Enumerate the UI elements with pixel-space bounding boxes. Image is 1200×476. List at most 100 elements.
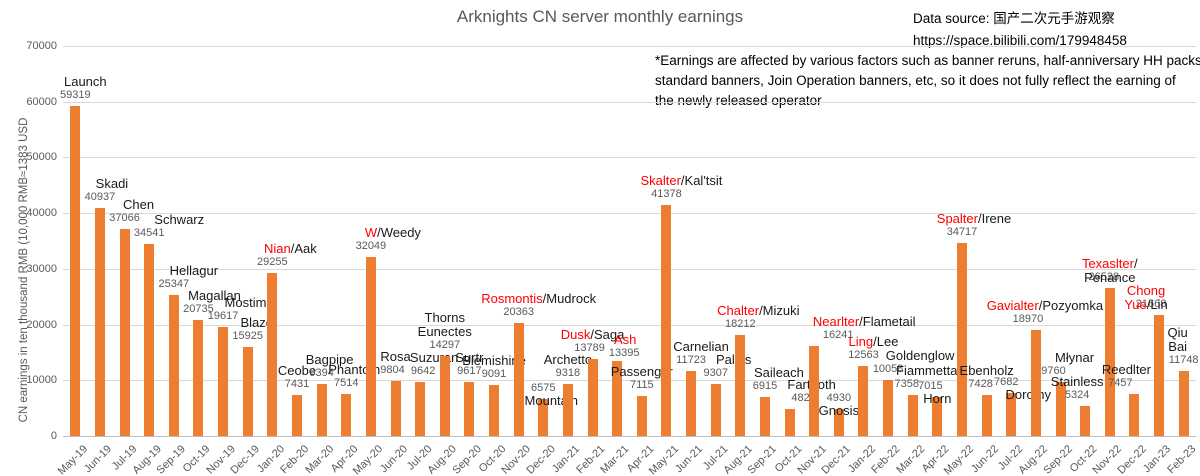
chart-title: Arknights CN server monthly earnings [456,7,744,26]
gridline [63,46,1196,47]
bar-value-label: 7514 [334,377,359,390]
bar-value-label: 9642 [410,365,436,378]
bar-value-label: 12563 [848,349,879,361]
data-source-text: Data source: 国产二次元手游观察 [913,11,1115,26]
bar-nov-20 [513,322,524,436]
bar-name-highlight: W [364,225,378,241]
bar-sep-21 [759,397,770,436]
note-line: the newly released operator [655,93,822,108]
bar-name-label: Schwarz [154,211,205,227]
bar-value-label: 37066 [109,212,140,225]
data-source: Data source: 国产二次元手游观察 https://space.bil… [913,8,1127,52]
bar-name-label: Gavialter/Pozyomka [986,298,1104,314]
bar-jan-22 [858,366,869,436]
bar-value-label: 32049 [355,240,387,253]
bar-value-label: 6575 [531,382,556,395]
bar-value-label: 7358 [894,378,919,390]
bar-name-label: W/Weedy [364,225,421,241]
bar-aug-19 [144,243,155,436]
data-source-url: https://space.bilibili.com/179948458 [913,33,1127,48]
bar-name-highlight: Chalter [717,302,760,318]
bar-value-label: 7115 [629,379,654,392]
bar-name-label: Saileach [754,365,804,381]
bar-dec-21 [833,408,844,436]
bar-value-label: 7457 [1108,377,1133,390]
y-tick-label: 50000 [26,151,57,164]
bar-may-19 [70,105,81,436]
bar-jan-23 [1154,315,1165,436]
note-line: *Earnings are affected by various factor… [655,53,1200,68]
bar-name-label: Skalter/Kal'tsit [640,173,723,189]
bar-value-label: 9307 [703,367,728,380]
bar-name-label: Bagpipe [305,351,354,367]
bar-aug-22 [1030,330,1041,436]
bar-name-highlight: Texaslter [1081,256,1134,272]
bar-value-label: 6915 [752,380,778,393]
bar-mar-20 [316,383,327,436]
bar-value-label: 11723 [676,353,706,366]
bar-value-label: 59319 [60,88,91,101]
bar-jul-19 [119,229,130,436]
bar-name-label: Stainless [1050,374,1104,390]
bar-mar-22 [907,395,918,436]
bar-value-label: 10058 [872,362,904,375]
bar-value-label: 9091 [481,368,507,381]
x-axis-line [63,436,1196,437]
bar-oct-19 [193,320,204,436]
bar-value-label: 9617 [457,365,482,378]
bar-value-label: 25347 [158,277,190,290]
bar-dec-19 [242,347,253,436]
bar-feb-20 [291,394,302,436]
bar-jun-21 [686,370,697,436]
bar-nov-22 [1104,288,1115,436]
bar-name-label: Chalter/Mizuki [717,302,800,318]
gridline [63,213,1196,215]
bar-name-label: Dusk/Saga [560,327,625,343]
bar-name-highlight: Nearlter [812,313,860,329]
bar-name-highlight: Nian [263,241,291,256]
gridline [63,157,1196,159]
bar-value-label: 34541 [133,226,165,239]
bar-name-label: Reedlter [1101,362,1151,378]
y-tick-label: 40000 [26,207,57,220]
bar-oct-22 [1080,406,1091,436]
x-tick-label: Jun-20 [377,443,411,476]
bar-name-label: Skadi [95,175,129,191]
bar-name-label: Nian/Aak [263,241,317,256]
bar-dec-22 [1129,394,1140,436]
bar-name-label: Blaze [240,315,273,331]
bar-value-label: 14297 [429,339,461,352]
bar-value-label: 20735 [183,303,214,316]
bar-value-label: 7431 [284,377,310,390]
bar-name-highlight: Dusk [560,327,591,343]
gridline [63,380,1196,382]
bar-value-label: 9318 [555,367,581,380]
bar-aug-20 [439,356,450,436]
bar-nov-19 [218,326,229,436]
bar-name-label: Ash [614,333,636,347]
bar-jun-19 [94,207,105,436]
bar-apr-22 [932,396,943,436]
bar-value-label: 18212 [725,317,756,330]
gridline [63,101,1196,103]
bar-nov-21 [809,345,820,436]
bar-name-label: Surtr [455,350,484,366]
bar-jan-20 [267,273,278,436]
bar-name-label: Suzuran [409,350,459,366]
bar-name-label: Blemishine [462,353,526,369]
bar-sep-19 [168,294,179,436]
bar-name-label: Horn [923,390,952,406]
bar-name-label: Ceobe [277,362,317,378]
bar-name-highlight: Ling [848,334,874,349]
bar-jul-22 [1006,393,1017,436]
bar-name-label: Passenger [610,364,673,380]
y-tick-label: 70000 [26,40,57,52]
bar-value-label: 16241 [822,328,854,341]
bar-may-22 [957,242,967,436]
bar-name-label: Fiammetta [896,363,958,378]
y-tick-label: 30000 [26,262,57,275]
bar-value-label: 19617 [207,309,239,322]
bar-oct-20 [489,385,500,436]
bar-value-label: 11748 [1168,353,1199,366]
